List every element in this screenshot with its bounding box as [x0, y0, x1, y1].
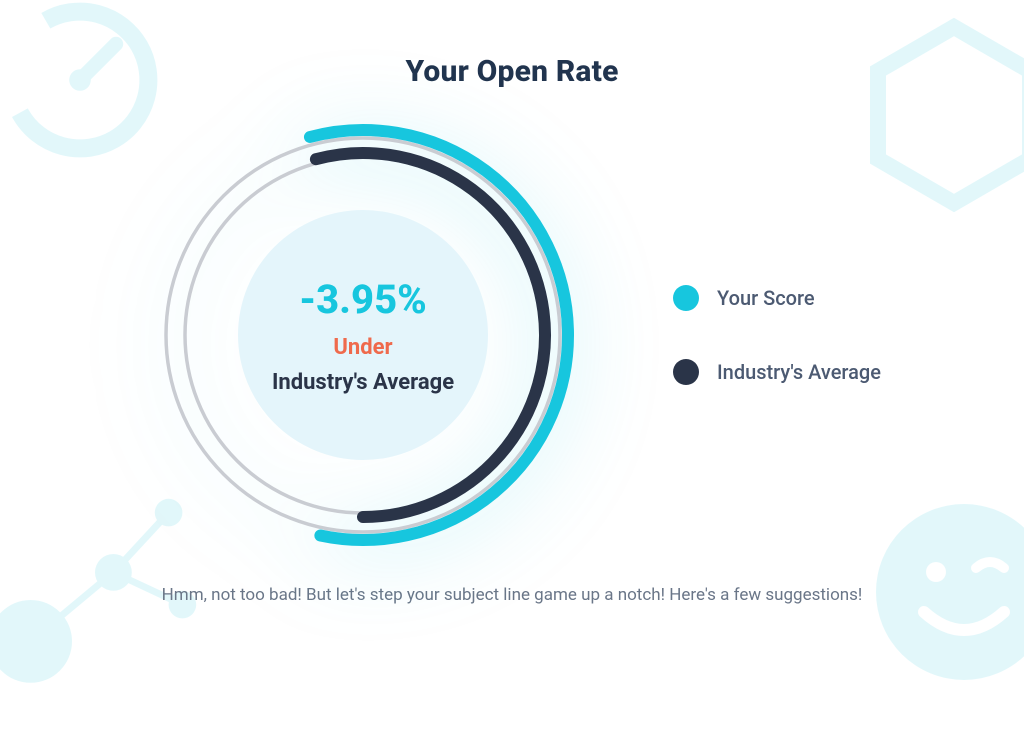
- gauge-value: -3.95%: [299, 276, 427, 323]
- legend-dot-icon: [673, 359, 699, 385]
- legend-label: Industry's Average: [717, 360, 881, 384]
- legend-item-your-score: Your Score: [673, 285, 881, 311]
- gauge-status-label: Under: [333, 335, 392, 360]
- gauge-bottom-label: Industry's Average: [272, 370, 454, 395]
- legend-item-industry-average: Industry's Average: [673, 359, 881, 385]
- gauge-center-disc: -3.95% Under Industry's Average: [238, 210, 488, 460]
- open-rate-gauge: -3.95% Under Industry's Average: [143, 115, 583, 555]
- legend-label: Your Score: [717, 286, 815, 310]
- page-title: Your Open Rate: [405, 54, 618, 89]
- footer-message: Hmm, not too bad! But let's step your su…: [162, 585, 863, 605]
- legend-dot-icon: [673, 285, 699, 311]
- legend: Your Score Industry's Average: [673, 285, 881, 385]
- chart-row: -3.95% Under Industry's Average Your Sco…: [143, 115, 881, 555]
